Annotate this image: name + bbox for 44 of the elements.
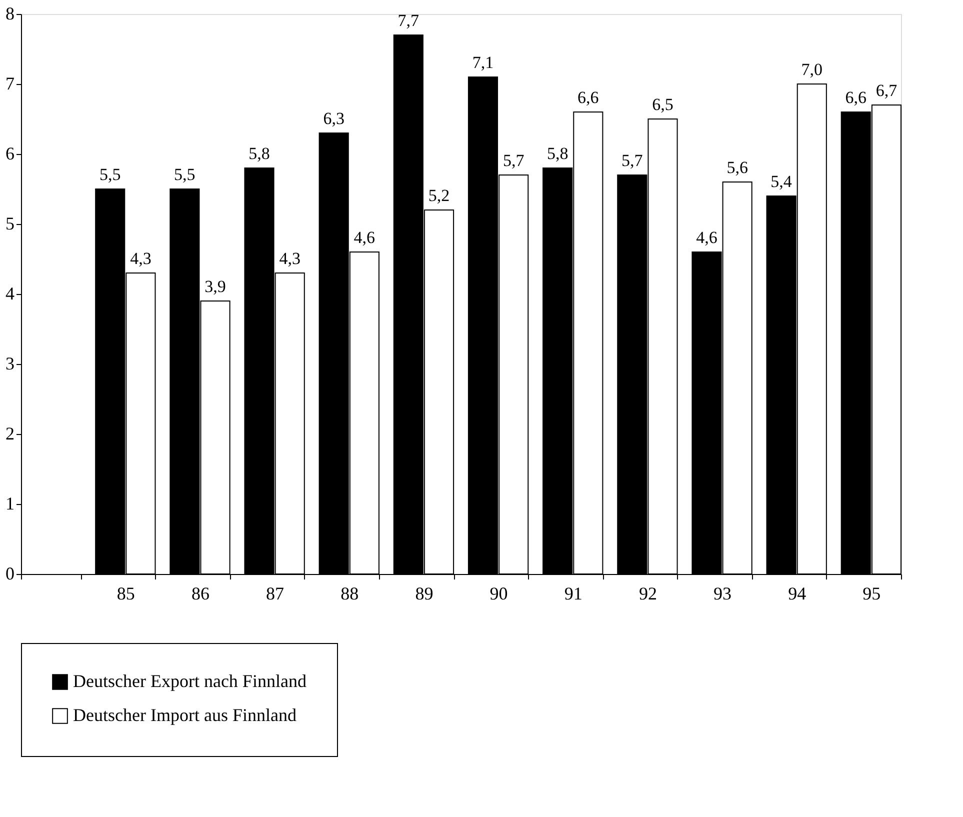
data-label: 6,7 [876, 81, 898, 100]
legend-label: Deutscher Import aus Finnland [73, 705, 296, 725]
y-tick-label: 0 [6, 564, 14, 584]
y-tick-label: 1 [6, 494, 14, 514]
y-tick-label: 2 [6, 424, 14, 444]
data-label: 4,6 [696, 228, 718, 247]
data-label: 5,6 [726, 158, 748, 177]
y-tick-label: 5 [6, 214, 14, 234]
data-label: 6,6 [578, 88, 599, 107]
x-tick-label: 92 [638, 584, 657, 604]
data-label: 5,7 [622, 151, 644, 170]
data-label: 7,7 [398, 11, 420, 30]
x-tick-label: 95 [862, 584, 881, 604]
x-tick-label: 94 [788, 584, 806, 604]
data-label: 5,4 [770, 172, 792, 191]
y-tick-label: 8 [6, 4, 14, 24]
data-label: 5,5 [99, 165, 121, 184]
x-tick-label: 86 [191, 584, 210, 604]
x-tick-label: 91 [564, 584, 582, 604]
y-tick-label: 3 [6, 354, 14, 374]
y-tick-label: 6 [6, 144, 14, 164]
x-tick-label: 87 [266, 584, 284, 604]
data-label: 4,3 [279, 249, 300, 268]
data-label: 4,3 [130, 249, 152, 268]
data-label: 4,6 [354, 228, 376, 247]
data-label: 6,5 [652, 95, 674, 114]
x-tick-label: 85 [116, 584, 135, 604]
data-label: 5,8 [248, 144, 270, 163]
data-label: 5,8 [546, 144, 568, 163]
data-label: 6,3 [323, 109, 344, 128]
x-tick-label: 89 [415, 584, 434, 604]
data-label: 7,1 [472, 53, 494, 72]
data-label: 5,5 [174, 165, 196, 184]
data-label: 5,7 [502, 151, 525, 170]
x-tick-label: 93 [714, 584, 732, 604]
x-tick-label: 90 [490, 584, 508, 604]
x-tick-label: 88 [340, 584, 359, 604]
data-label: 6,6 [845, 88, 866, 107]
data-label: 7,0 [801, 60, 823, 79]
data-label: 3,9 [204, 277, 226, 296]
data-label: 5,2 [428, 186, 450, 205]
y-tick-label: 7 [6, 74, 14, 94]
y-tick-label: 4 [6, 284, 14, 304]
legend-label: Deutscher Export nach Finnland [73, 671, 306, 691]
